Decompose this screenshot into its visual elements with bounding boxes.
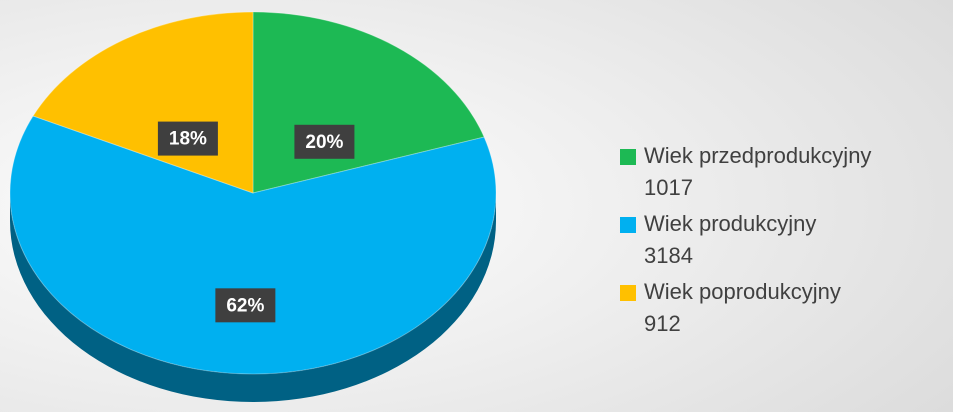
- legend-count: 912: [644, 311, 681, 336]
- data-label-box: [294, 124, 355, 159]
- legend-count: 3184: [644, 243, 693, 268]
- data-label-box: [215, 288, 276, 323]
- legend-swatch: [620, 149, 636, 165]
- legend-label: Wiek produkcyjny: [644, 211, 816, 236]
- legend-swatch: [620, 285, 636, 301]
- slice: [9, 115, 497, 375]
- legend-label: Wiek poprodukcyjny: [644, 279, 841, 304]
- legend-swatch: [620, 217, 636, 233]
- data-label-box: [157, 121, 218, 156]
- legend-label: Wiek przedprodukcyjny: [644, 143, 871, 168]
- data-label: 62%: [226, 295, 264, 316]
- legend-count: 1017: [644, 175, 693, 200]
- data-label: 20%: [305, 132, 343, 153]
- data-label: 18%: [169, 129, 207, 150]
